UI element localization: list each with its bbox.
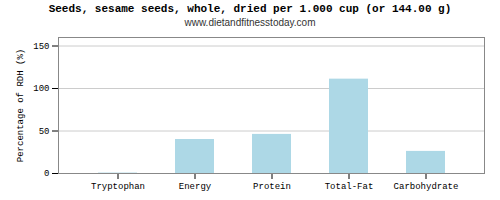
html-text:Seeds, sesame seeds, whole, dr: Seeds, sesame seeds, whole, dried per 1.…: [48, 3, 452, 15]
svg-text:Percentage of RDH (%): Percentage of RDH (%): [16, 49, 26, 162]
svg-text:0: 0: [44, 169, 49, 179]
svg-text:Protein: Protein: [253, 182, 291, 192]
svg-text:Tryptophan: Tryptophan: [91, 182, 145, 192]
html-text:www.dietandfitnesstoday.com: www.dietandfitnesstoday.com: [184, 17, 316, 28]
svg-text:100: 100: [33, 84, 49, 94]
svg-text:50: 50: [39, 127, 50, 137]
svg-text:Carbohydrate: Carbohydrate: [394, 182, 459, 192]
svg-text:150: 150: [33, 42, 49, 52]
svg-text:Energy: Energy: [179, 182, 212, 192]
svg-text:Total-Fat: Total-Fat: [325, 182, 374, 192]
